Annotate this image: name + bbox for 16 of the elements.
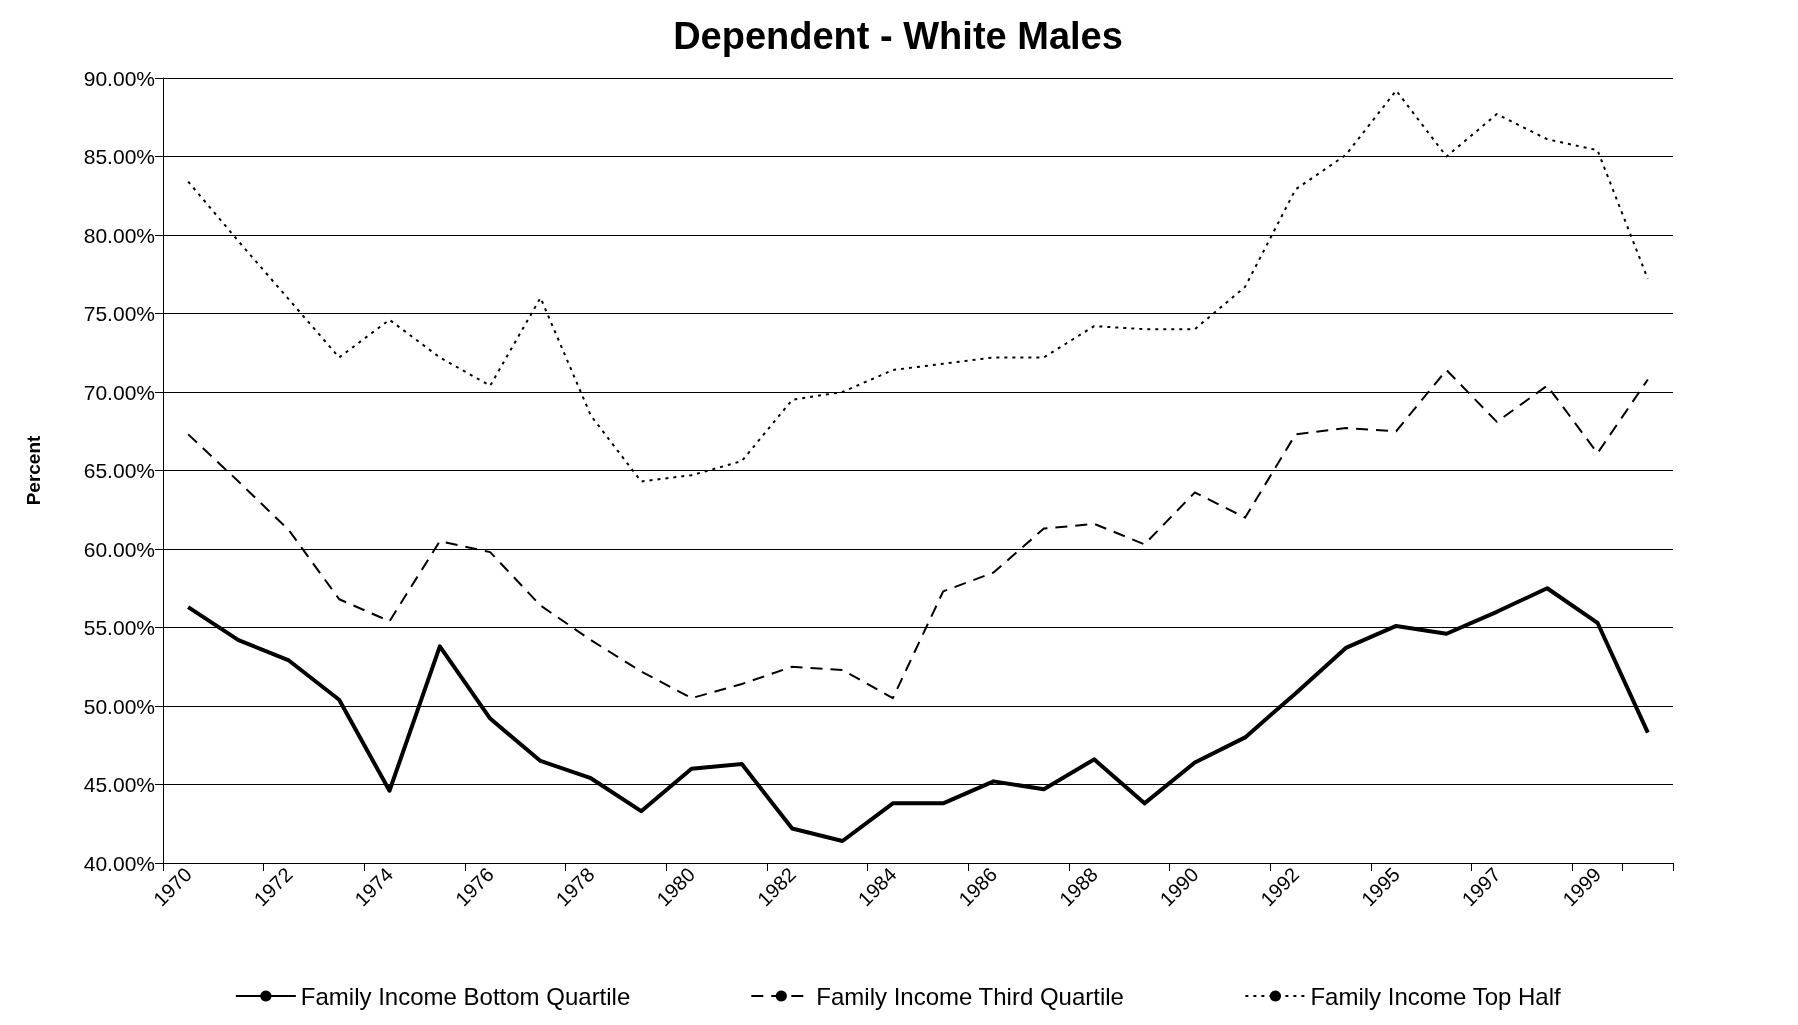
y-tick-label: 90.00% bbox=[83, 66, 155, 90]
y-tick-label: 75.00% bbox=[83, 302, 155, 325]
y-tick-label: 40.00% bbox=[83, 851, 155, 875]
y-tick-label: 70.00% bbox=[83, 380, 155, 404]
y-tick-label: 55.00% bbox=[83, 616, 155, 639]
y-tick-label: 60.00% bbox=[83, 537, 155, 561]
y-tick-label: 85.00% bbox=[83, 145, 155, 168]
y-tick-label: 80.00% bbox=[83, 223, 155, 247]
chart-title: Dependent - White Males bbox=[673, 15, 1123, 57]
legend-label: Family Income Third Quartile bbox=[816, 982, 1124, 1010]
y-tick-label: 65.00% bbox=[83, 459, 155, 482]
y-tick-label: 50.00% bbox=[83, 694, 155, 718]
y-axis-title: Percent bbox=[23, 434, 44, 506]
legend-label: Family Income Bottom Quartile bbox=[300, 982, 631, 1010]
y-tick-label: 45.00% bbox=[83, 773, 155, 796]
legend-label: Family Income Top Half bbox=[1310, 982, 1562, 1010]
